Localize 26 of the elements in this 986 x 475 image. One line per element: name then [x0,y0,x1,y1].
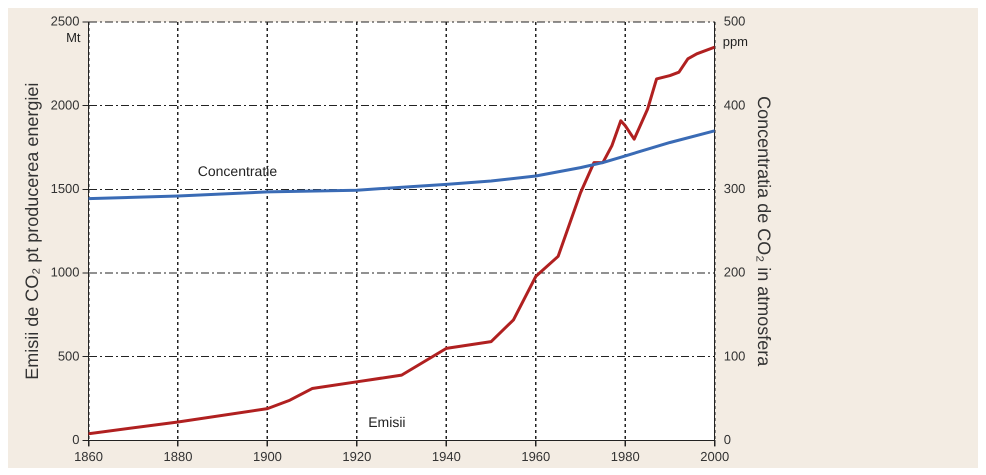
text: Mt [66,30,81,45]
x-tick-label: 2000 [700,448,730,464]
y-axis-title: Emisii de CO₂ pt producerea energiei [22,82,42,380]
x-tick-label: 1900 [252,448,282,464]
y2-tick-label: 400 [724,97,746,112]
x-tick-label: 1940 [432,448,461,464]
text: Emisii [368,414,406,430]
y2-tick-label: 500 [724,14,746,29]
x-tick-label: 1980 [610,448,640,464]
y2-tick-label: 100 [724,348,746,364]
y2-tick-label: 200 [724,264,746,280]
y-tick-label: 500 [58,348,80,364]
y-tick-label: 0 [72,432,80,447]
x-tick-label: 1920 [342,448,372,464]
y2-tick-label: 0 [724,432,731,447]
y-tick-label: 2000 [50,97,80,112]
x-tick-label: 1960 [521,448,550,464]
x-tick-label: 1860 [74,448,103,464]
y2-tick-label: 300 [724,180,746,196]
text: ppm [722,34,748,49]
y-tick-label: 1000 [50,264,80,280]
y2-axis-title: Concentratia de CO₂ in atmosfera [754,96,774,368]
y-tick-label: 1500 [50,180,80,196]
x-tick-label: 1880 [164,448,192,464]
series-label: Concentratie [198,162,278,179]
y-tick-label: 2500 [50,14,80,29]
